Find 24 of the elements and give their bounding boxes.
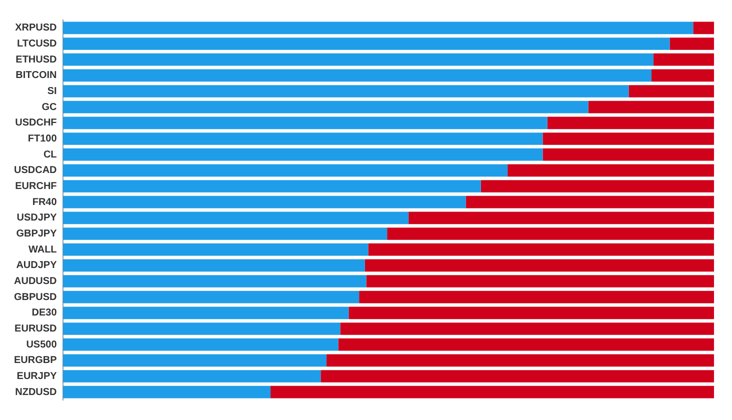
y-tick-label: ETHUSD [16,54,57,66]
y-tick-label: WALL [28,244,57,256]
y-tick-label: NZDUSD [15,386,57,398]
y-tick-label: USDCHF [15,118,57,129]
y-tick-label: USDJPY [16,212,58,224]
y-tick-label: LTCUSD [16,38,57,50]
y-tick-label: GC [42,102,57,113]
y-tick-label: XRPUSD [15,22,57,34]
y-tick-label: EURJPY [16,371,58,382]
y-tick-label: AUDJPY [16,260,58,272]
y-tick-label: SI [47,86,57,97]
y-tick-label: FT100 [28,134,58,144]
y-tick-label: GBPUSD [14,292,57,303]
y-tick-label: BITCOIN [16,70,57,82]
y-tick-label: CL [43,149,57,160]
y-tick-label: USDCAD [14,165,57,176]
y-tick-label: GBPJPY [16,228,58,240]
y-tick-label: DE30 [32,308,58,319]
y-tick-label: EURCHF [15,181,57,192]
y-tick-label: FR40 [32,196,58,208]
y-tick-label: EURGBP [14,355,58,366]
y-tick-label: EURUSD [14,324,57,334]
y-tick-label: US500 [26,339,58,350]
y-tick-label: AUDUSD [14,276,57,287]
